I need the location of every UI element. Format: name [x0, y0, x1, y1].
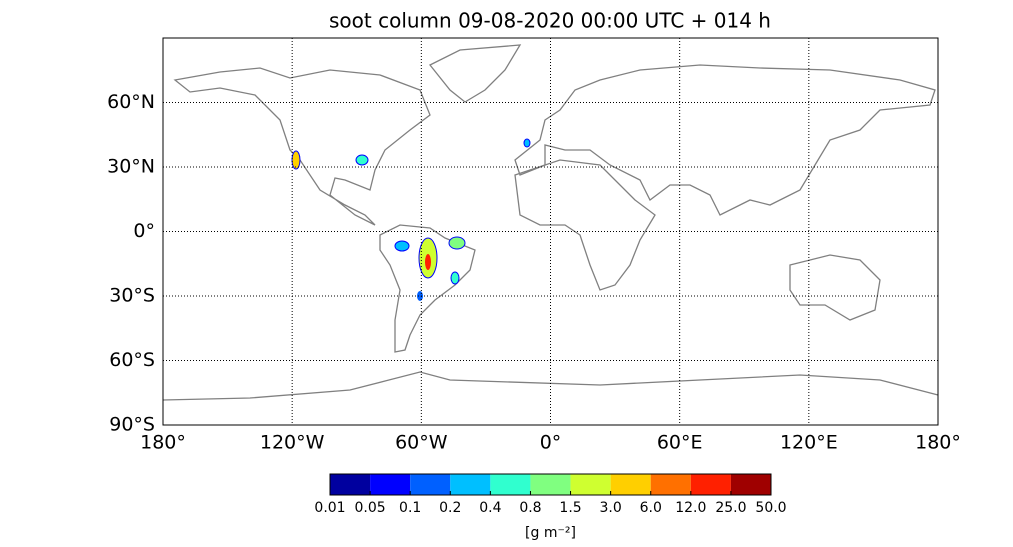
- colorbar-tick-label: 0.1: [399, 500, 421, 516]
- colorbar-cell: [330, 474, 371, 495]
- colorbar-cell: [610, 474, 651, 495]
- australia: [789, 254, 881, 321]
- colorbar-tick-label: 0.01: [314, 500, 345, 516]
- colorbar-tick-label: 25.0: [715, 500, 746, 516]
- plume: [425, 254, 431, 270]
- x-tick-label: 120°W: [260, 432, 325, 454]
- plume: [417, 291, 423, 301]
- colorbar-cell: [650, 474, 691, 495]
- colorbar-tick-label: 0.4: [479, 500, 501, 516]
- coastlines: [162, 44, 939, 401]
- north-america: [173, 67, 431, 226]
- colorbar-cell: [730, 474, 771, 495]
- colorbar-cell: [450, 474, 491, 495]
- y-tick-label: 60°S: [109, 349, 155, 371]
- plume: [394, 240, 410, 252]
- colorbar-tick-label: 0.05: [355, 500, 386, 516]
- antarctica: [162, 371, 939, 401]
- colorbar-cell: [410, 474, 451, 495]
- colorbar-cell: [530, 474, 571, 495]
- colorbar-cell: [370, 474, 411, 495]
- y-tick-label: 90°S: [109, 414, 155, 436]
- colorbar-tick-label: 50.0: [755, 500, 786, 516]
- y-tick-label: 30°N: [107, 156, 155, 178]
- map-frame: [162, 37, 939, 426]
- colorbar-tick-label: 6.0: [640, 500, 662, 516]
- plume: [291, 150, 301, 170]
- colorbar-cell: [570, 474, 611, 495]
- y-tick-label: 0°: [133, 220, 155, 242]
- plume: [523, 138, 531, 148]
- plume: [355, 154, 369, 166]
- x-tick-label: 0°: [540, 432, 562, 454]
- x-tick-label: 180°: [140, 432, 186, 454]
- plume: [450, 271, 460, 285]
- eurasia: [514, 64, 936, 216]
- colorbar-tick-label: 0.2: [439, 500, 461, 516]
- africa: [514, 159, 656, 291]
- chart-title: soot column 09-08-2020 00:00 UTC + 014 h: [329, 9, 771, 33]
- x-tick-label: 60°W: [395, 432, 448, 454]
- colorbar-label: [g m⁻²]: [525, 525, 576, 541]
- south-america: [379, 224, 476, 353]
- x-tick-label: 120°E: [780, 432, 838, 454]
- colorbar-tick-label: 3.0: [600, 500, 622, 516]
- soot-plumes: [291, 138, 531, 301]
- y-tick-label: 60°N: [107, 91, 155, 113]
- colorbar-tick-label: 0.8: [519, 500, 541, 516]
- colorbar-tick-label: 1.5: [559, 500, 581, 516]
- x-tick-label: 60°E: [657, 432, 703, 454]
- x-tick-label: 180°: [915, 432, 961, 454]
- greenland: [428, 44, 522, 103]
- plume: [448, 236, 466, 250]
- colorbar-cell: [690, 474, 731, 495]
- colorbar-tick-label: 12.0: [675, 500, 706, 516]
- y-tick-label: 30°S: [109, 285, 155, 307]
- colorbar-frame: [329, 473, 772, 496]
- colorbar-cell: [490, 474, 531, 495]
